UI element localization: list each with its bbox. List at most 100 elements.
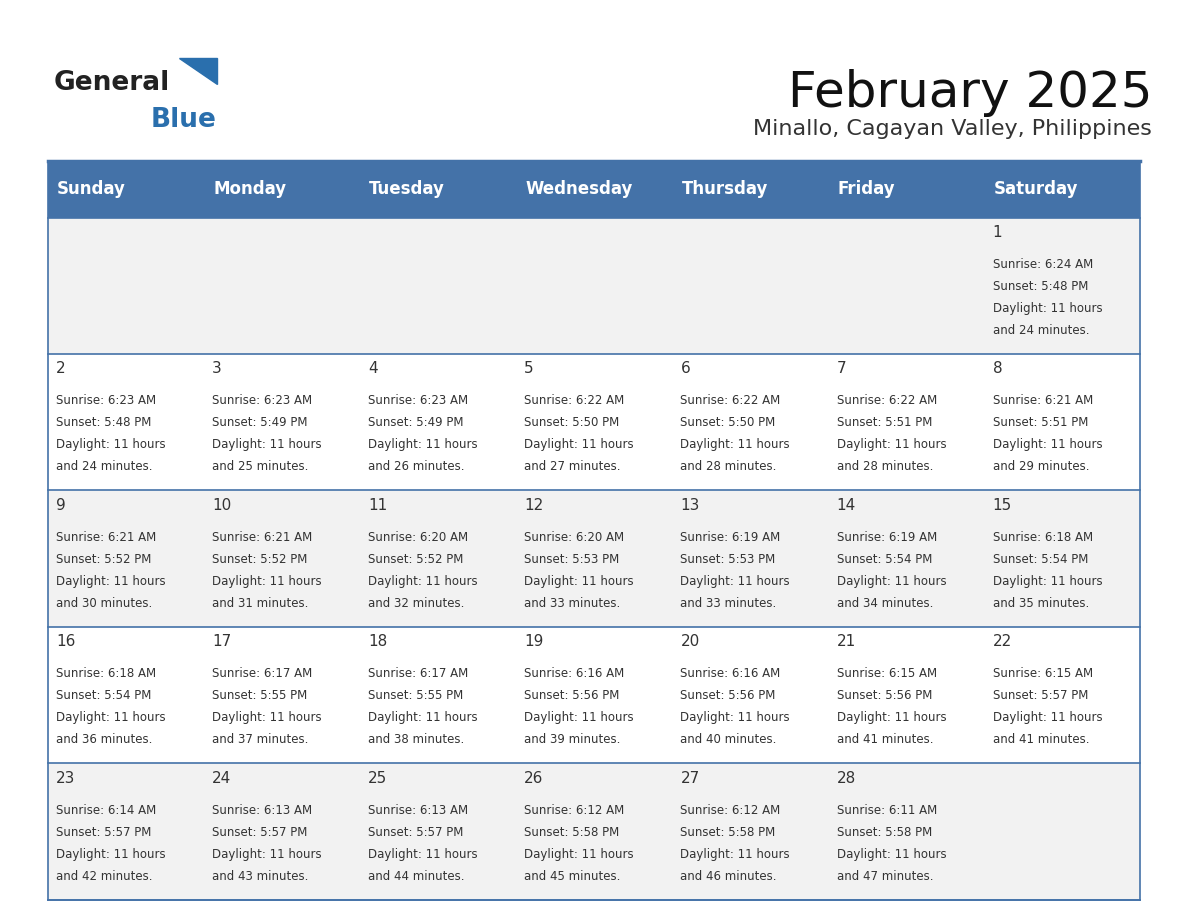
Text: Sunrise: 6:16 AM: Sunrise: 6:16 AM bbox=[524, 667, 625, 680]
Text: 24: 24 bbox=[211, 770, 232, 786]
FancyBboxPatch shape bbox=[48, 354, 203, 490]
Text: Daylight: 11 hours: Daylight: 11 hours bbox=[681, 575, 790, 588]
Text: General: General bbox=[53, 71, 170, 96]
Text: and 39 minutes.: and 39 minutes. bbox=[524, 733, 620, 746]
FancyBboxPatch shape bbox=[360, 627, 516, 763]
Text: and 41 minutes.: and 41 minutes. bbox=[993, 733, 1089, 746]
Text: and 34 minutes.: and 34 minutes. bbox=[836, 597, 933, 610]
Text: Daylight: 11 hours: Daylight: 11 hours bbox=[524, 439, 634, 452]
FancyBboxPatch shape bbox=[516, 218, 672, 354]
Text: Sunrise: 6:11 AM: Sunrise: 6:11 AM bbox=[836, 803, 937, 817]
Text: Daylight: 11 hours: Daylight: 11 hours bbox=[368, 711, 478, 724]
Text: and 33 minutes.: and 33 minutes. bbox=[681, 597, 777, 610]
Text: and 33 minutes.: and 33 minutes. bbox=[524, 597, 620, 610]
Text: Sunrise: 6:21 AM: Sunrise: 6:21 AM bbox=[211, 531, 312, 543]
Text: Wednesday: Wednesday bbox=[525, 180, 633, 198]
Text: 10: 10 bbox=[211, 498, 232, 513]
Text: Sunset: 5:49 PM: Sunset: 5:49 PM bbox=[211, 417, 308, 430]
FancyBboxPatch shape bbox=[203, 763, 360, 900]
Text: Daylight: 11 hours: Daylight: 11 hours bbox=[368, 847, 478, 861]
Text: Sunset: 5:54 PM: Sunset: 5:54 PM bbox=[836, 553, 931, 565]
Text: Sunset: 5:57 PM: Sunset: 5:57 PM bbox=[993, 689, 1088, 702]
Text: Sunrise: 6:20 AM: Sunrise: 6:20 AM bbox=[368, 531, 468, 543]
Text: Sunset: 5:55 PM: Sunset: 5:55 PM bbox=[368, 689, 463, 702]
Text: Sunrise: 6:15 AM: Sunrise: 6:15 AM bbox=[836, 667, 936, 680]
Text: 18: 18 bbox=[368, 634, 387, 649]
Text: and 41 minutes.: and 41 minutes. bbox=[836, 733, 933, 746]
Text: Sunset: 5:50 PM: Sunset: 5:50 PM bbox=[524, 417, 619, 430]
Text: and 46 minutes.: and 46 minutes. bbox=[681, 869, 777, 883]
FancyBboxPatch shape bbox=[828, 218, 985, 354]
FancyBboxPatch shape bbox=[360, 161, 516, 218]
FancyBboxPatch shape bbox=[203, 490, 360, 627]
Text: 20: 20 bbox=[681, 634, 700, 649]
Text: Sunset: 5:54 PM: Sunset: 5:54 PM bbox=[56, 689, 151, 702]
Text: 19: 19 bbox=[524, 634, 544, 649]
Text: 25: 25 bbox=[368, 770, 387, 786]
Text: Daylight: 11 hours: Daylight: 11 hours bbox=[993, 711, 1102, 724]
Text: and 40 minutes.: and 40 minutes. bbox=[681, 733, 777, 746]
Text: Friday: Friday bbox=[838, 180, 896, 198]
Text: February 2025: February 2025 bbox=[788, 69, 1152, 117]
Text: 27: 27 bbox=[681, 770, 700, 786]
Text: Sunset: 5:56 PM: Sunset: 5:56 PM bbox=[836, 689, 931, 702]
Text: Sunset: 5:57 PM: Sunset: 5:57 PM bbox=[56, 825, 151, 839]
Text: Sunrise: 6:20 AM: Sunrise: 6:20 AM bbox=[524, 531, 625, 543]
FancyBboxPatch shape bbox=[985, 218, 1140, 354]
Text: Saturday: Saturday bbox=[994, 180, 1079, 198]
Text: 9: 9 bbox=[56, 498, 65, 513]
Text: Daylight: 11 hours: Daylight: 11 hours bbox=[56, 575, 165, 588]
Text: and 36 minutes.: and 36 minutes. bbox=[56, 733, 152, 746]
FancyBboxPatch shape bbox=[672, 627, 828, 763]
Text: 5: 5 bbox=[524, 362, 533, 376]
FancyBboxPatch shape bbox=[985, 763, 1140, 900]
Text: Daylight: 11 hours: Daylight: 11 hours bbox=[524, 575, 634, 588]
Text: Minallo, Cagayan Valley, Philippines: Minallo, Cagayan Valley, Philippines bbox=[753, 119, 1152, 140]
Text: and 28 minutes.: and 28 minutes. bbox=[836, 461, 933, 474]
Text: and 32 minutes.: and 32 minutes. bbox=[368, 597, 465, 610]
FancyBboxPatch shape bbox=[828, 763, 985, 900]
Text: Monday: Monday bbox=[213, 180, 286, 198]
Text: Sunset: 5:58 PM: Sunset: 5:58 PM bbox=[524, 825, 619, 839]
Polygon shape bbox=[179, 58, 217, 84]
Text: Sunset: 5:48 PM: Sunset: 5:48 PM bbox=[56, 417, 151, 430]
Text: Daylight: 11 hours: Daylight: 11 hours bbox=[56, 439, 165, 452]
Text: Daylight: 11 hours: Daylight: 11 hours bbox=[211, 575, 322, 588]
Text: Sunrise: 6:17 AM: Sunrise: 6:17 AM bbox=[368, 667, 468, 680]
Text: Daylight: 11 hours: Daylight: 11 hours bbox=[681, 847, 790, 861]
Text: Sunset: 5:52 PM: Sunset: 5:52 PM bbox=[368, 553, 463, 565]
FancyBboxPatch shape bbox=[203, 161, 360, 218]
Text: 22: 22 bbox=[993, 634, 1012, 649]
Text: Sunrise: 6:23 AM: Sunrise: 6:23 AM bbox=[368, 395, 468, 408]
Text: 14: 14 bbox=[836, 498, 855, 513]
FancyBboxPatch shape bbox=[360, 218, 516, 354]
Text: Sunset: 5:48 PM: Sunset: 5:48 PM bbox=[993, 280, 1088, 293]
FancyBboxPatch shape bbox=[985, 627, 1140, 763]
Text: and 42 minutes.: and 42 minutes. bbox=[56, 869, 152, 883]
Text: Sunrise: 6:22 AM: Sunrise: 6:22 AM bbox=[681, 395, 781, 408]
FancyBboxPatch shape bbox=[48, 161, 203, 218]
Text: and 24 minutes.: and 24 minutes. bbox=[56, 461, 152, 474]
FancyBboxPatch shape bbox=[828, 490, 985, 627]
Text: 6: 6 bbox=[681, 362, 690, 376]
Text: Sunset: 5:58 PM: Sunset: 5:58 PM bbox=[836, 825, 931, 839]
Text: Sunset: 5:57 PM: Sunset: 5:57 PM bbox=[368, 825, 463, 839]
Text: Sunday: Sunday bbox=[57, 180, 126, 198]
Text: 15: 15 bbox=[993, 498, 1012, 513]
Text: 28: 28 bbox=[836, 770, 855, 786]
Text: Daylight: 11 hours: Daylight: 11 hours bbox=[681, 711, 790, 724]
FancyBboxPatch shape bbox=[48, 218, 203, 354]
Text: Sunset: 5:51 PM: Sunset: 5:51 PM bbox=[836, 417, 931, 430]
Text: 8: 8 bbox=[993, 362, 1003, 376]
Text: Sunset: 5:56 PM: Sunset: 5:56 PM bbox=[524, 689, 620, 702]
Text: and 30 minutes.: and 30 minutes. bbox=[56, 597, 152, 610]
Text: Sunrise: 6:19 AM: Sunrise: 6:19 AM bbox=[836, 531, 937, 543]
Text: Sunrise: 6:21 AM: Sunrise: 6:21 AM bbox=[56, 531, 156, 543]
Text: Thursday: Thursday bbox=[682, 180, 767, 198]
Text: and 43 minutes.: and 43 minutes. bbox=[211, 869, 309, 883]
Text: Sunset: 5:58 PM: Sunset: 5:58 PM bbox=[681, 825, 776, 839]
Text: Sunset: 5:54 PM: Sunset: 5:54 PM bbox=[993, 553, 1088, 565]
Text: 2: 2 bbox=[56, 362, 65, 376]
Text: 7: 7 bbox=[836, 362, 846, 376]
Text: 17: 17 bbox=[211, 634, 232, 649]
